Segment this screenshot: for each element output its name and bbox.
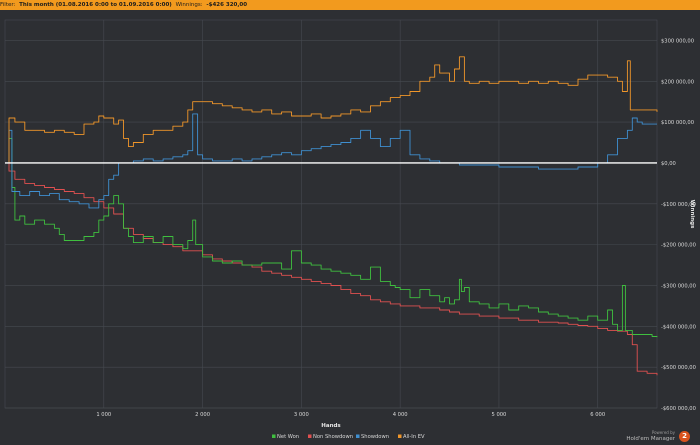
legend-swatch <box>308 434 312 438</box>
legend-label: Non Showdown <box>313 434 353 440</box>
winnings-value: -$426 320,00 <box>206 2 248 8</box>
legend-label: All-In EV <box>403 434 425 440</box>
y-tick-label: $300 000,00 <box>661 38 694 44</box>
powered-by-text: Powered by <box>651 430 675 435</box>
y-tick-label: -$100 000,00 <box>661 202 696 208</box>
legend-swatch <box>398 434 402 438</box>
chart-grid <box>4 19 658 409</box>
legend-item-net-won[interactable]: Net Won <box>272 434 299 440</box>
x-axis-title: Hands <box>321 423 341 429</box>
y-tick-label: -$600 000,00 <box>661 406 696 412</box>
chart-axes: $300 000,00 $200 000,00 $100 000,00 $0,00 -$… <box>96 38 696 429</box>
y-tick-label: $0,00 <box>661 161 676 167</box>
series-line-non-showdown <box>5 162 658 376</box>
x-tick-label: 4 000 <box>393 412 408 418</box>
legend-swatch <box>272 434 276 438</box>
hm-logo-icon: 2 <box>679 430 690 442</box>
y-tick-label: -$200 000,00 <box>661 243 696 249</box>
series-line-showdown <box>5 113 657 209</box>
plot-border <box>4 19 658 409</box>
legend-swatch <box>356 434 360 438</box>
legend-item-non-showdown[interactable]: Non Showdown <box>308 434 353 440</box>
x-tick-label: 2 000 <box>195 412 210 418</box>
chart-legend[interactable]: Net Won Non Showdown Showdown All-In EV <box>272 434 425 440</box>
filter-range[interactable]: This month (01.08.2016 0:00 to 01.09.201… <box>19 2 172 8</box>
winnings-chart: $300 000,00 $200 000,00 $100 000,00 $0,00 -$… <box>4 19 696 440</box>
x-tick-label: 1 000 <box>96 412 111 418</box>
series-line-net-won <box>5 137 658 338</box>
brand-block: Powered by Hold'em Manager 2 <box>626 430 690 442</box>
series-line-all-in-ev <box>5 56 658 164</box>
chart-series <box>5 56 658 376</box>
x-tick-label: 6 000 <box>590 412 605 418</box>
legend-label: Net Won <box>277 434 299 440</box>
x-tick-label: 5 000 <box>492 412 507 418</box>
legend-label: Showdown <box>361 434 389 440</box>
filter-label: Filter: <box>0 2 16 8</box>
y-axis-title: Winnings <box>689 200 695 230</box>
winnings-label: Winnings: <box>175 2 203 8</box>
y-tick-label: -$500 000,00 <box>661 365 696 371</box>
brand-name: Hold'em Manager <box>626 436 675 442</box>
y-tick-label: -$300 000,00 <box>661 283 696 289</box>
x-tick-label: 3 000 <box>294 412 309 418</box>
legend-item-all-in-ev[interactable]: All-In EV <box>398 434 425 440</box>
legend-item-showdown[interactable]: Showdown <box>356 434 389 440</box>
y-tick-label: $200 000,00 <box>661 79 694 85</box>
y-tick-label: -$400 000,00 <box>661 324 696 330</box>
y-tick-label: $100 000,00 <box>661 120 694 126</box>
filter-bar: Filter: This month (01.08.2016 0:00 to 0… <box>0 0 700 10</box>
